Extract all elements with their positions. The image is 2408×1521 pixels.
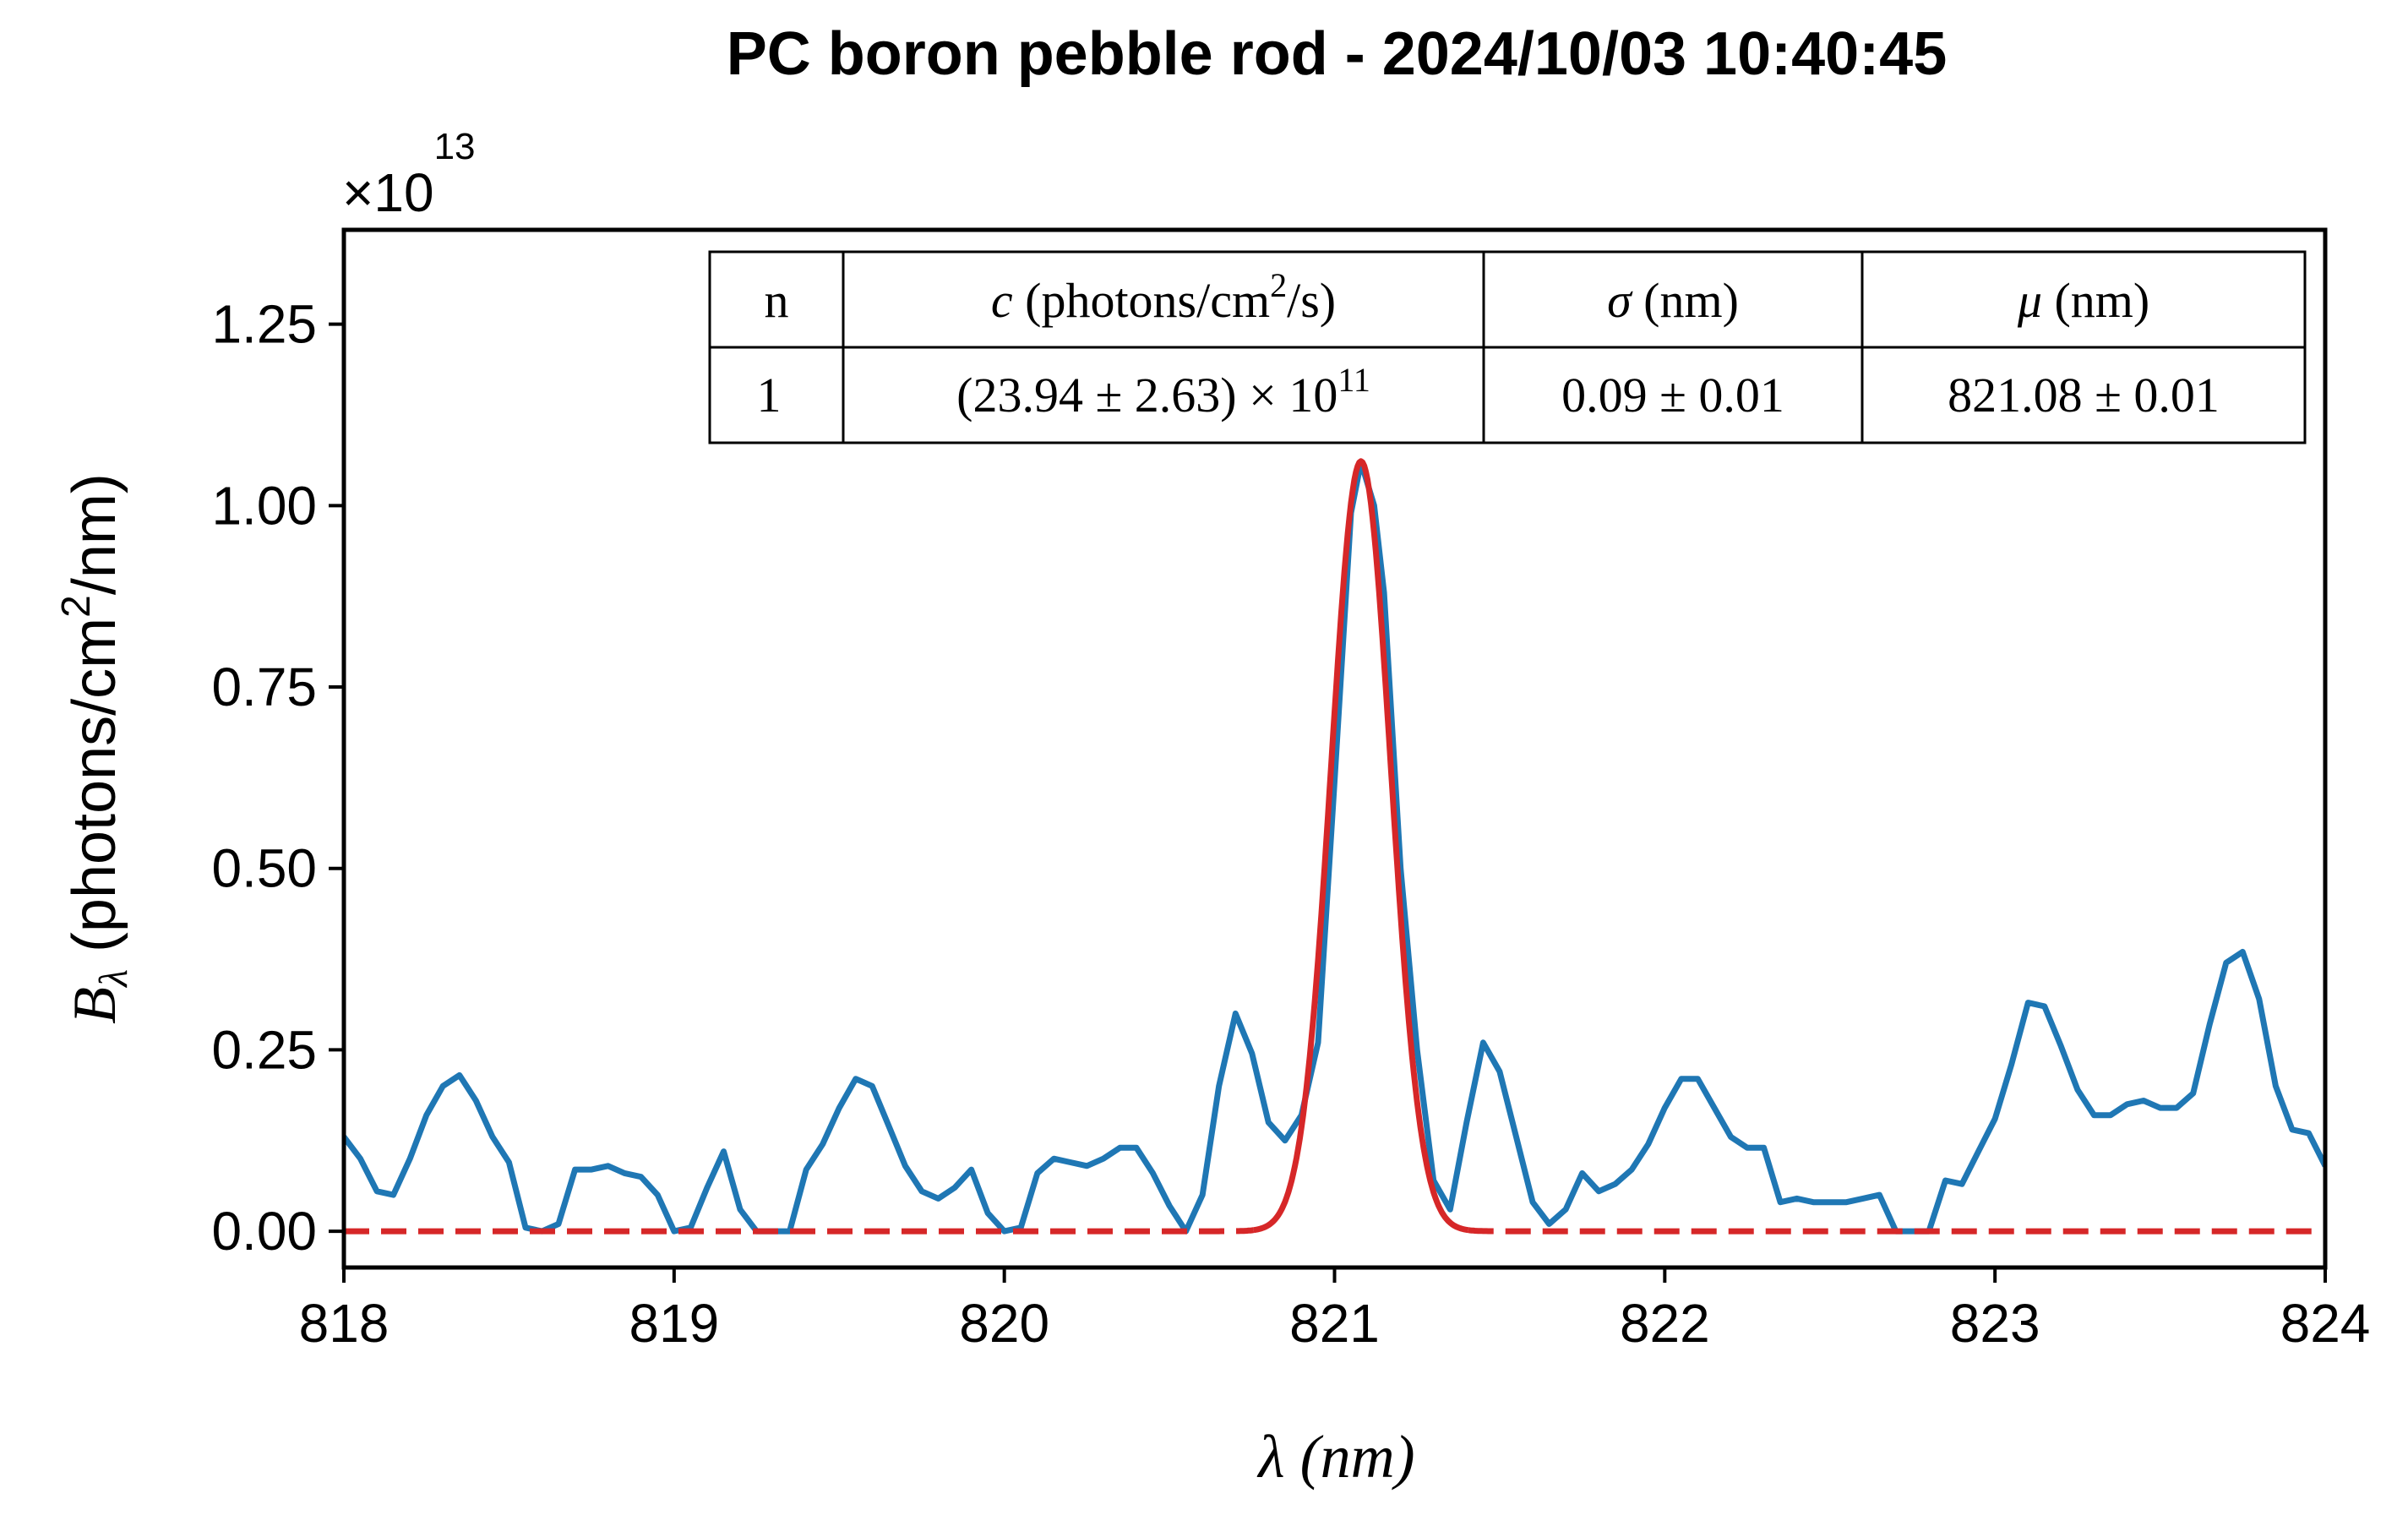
table-cell-mu: 821.08 ± 0.01 <box>1948 368 2220 422</box>
x-tick-label: 821 <box>1289 1293 1380 1354</box>
gaussian-fit-baseline-left <box>344 1227 1255 1235</box>
y-tick-label: 0.00 <box>211 1201 317 1262</box>
x-tick-label: 824 <box>2280 1293 2371 1354</box>
table-cell-c: (23.94 ± 2.63) × 1011 <box>956 361 1370 422</box>
x-tick-label: 823 <box>1950 1293 2040 1354</box>
x-tick-label: 822 <box>1620 1293 1710 1354</box>
y-offset-label: ×1013 <box>342 126 476 223</box>
x-axis-label: λ (nm) <box>1256 1423 1414 1491</box>
table-cell-sigma: 0.09 ± 0.01 <box>1561 368 1784 422</box>
table-header-n: n <box>765 273 789 328</box>
y-tick-label: 1.25 <box>211 294 317 355</box>
x-tick-label: 818 <box>299 1293 390 1354</box>
series-layer <box>344 458 2325 1235</box>
table-header-c: c (photons/cm2/s) <box>991 266 1336 328</box>
y-tick-label: 0.75 <box>211 657 317 717</box>
table-header-sigma: σ (nm) <box>1607 273 1739 328</box>
x-tick-label: 819 <box>629 1293 719 1354</box>
table-header-mu: μ (nm) <box>2017 273 2149 328</box>
y-tick-label: 0.25 <box>211 1019 317 1080</box>
gaussian-fit-peak <box>1252 458 1470 1234</box>
y-tick-label: 1.00 <box>211 475 317 536</box>
x-tick-label: 820 <box>959 1293 1049 1354</box>
table-cell-n: 1 <box>757 368 782 422</box>
fit-parameter-table: n c (photons/cm2/s) σ (nm) μ (nm) 1 (23.… <box>708 250 2307 444</box>
y-tick-label: 0.50 <box>211 838 317 899</box>
gaussian-fit-baseline-right <box>1468 1227 2325 1235</box>
ticks-layer: 818 819 820 821 822 823 824 0.00 0.25 0.50 0.75 1.0… <box>211 294 2370 1354</box>
chart-title: PC boron pebble rod - 2024/10/03 10:40:4… <box>727 20 1948 88</box>
spectrum-data-line <box>344 459 2325 1235</box>
y-axis-label: Bλ (photons/cm2/nm) <box>54 473 136 1024</box>
